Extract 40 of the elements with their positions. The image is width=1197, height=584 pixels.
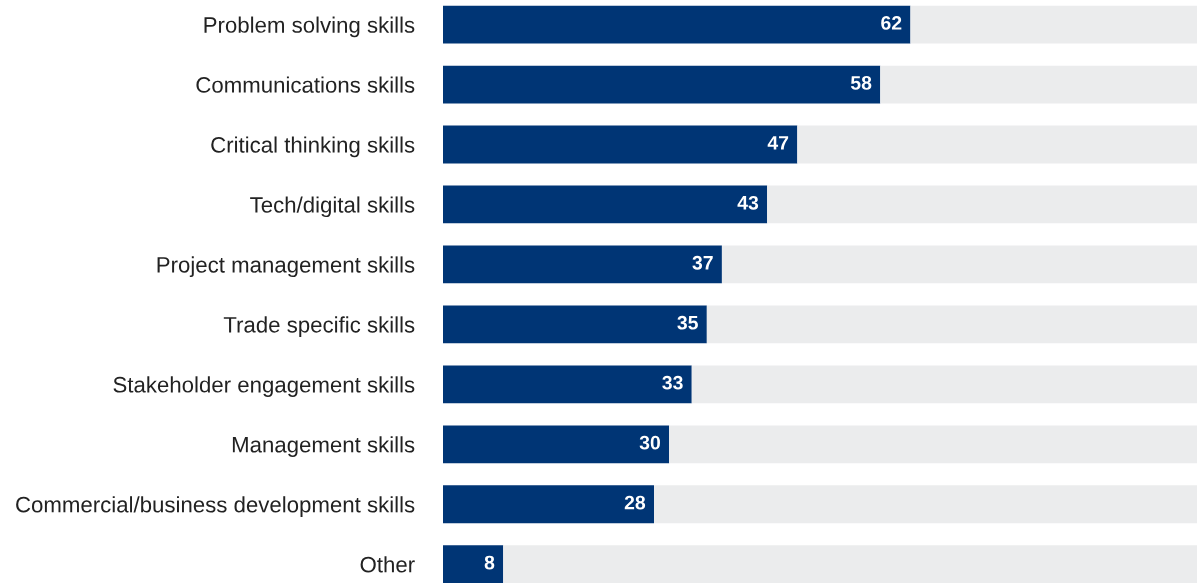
bar (797, 125, 1197, 164)
bar (442, 545, 504, 584)
bar (442, 425, 670, 464)
data-label: 33 (662, 375, 683, 390)
bar (880, 65, 1197, 104)
y-tick-label: Management skills (232, 436, 415, 457)
y-tick-label: Commercial/business development skills (16, 496, 415, 517)
bar (721, 245, 1197, 284)
bar (442, 305, 707, 344)
bar (442, 365, 692, 404)
data-label: 35 (677, 315, 698, 330)
y-tick-label: Tech/digital skills (250, 196, 415, 218)
bar (654, 485, 1197, 524)
data-label: 8 (484, 555, 495, 570)
bar (442, 65, 881, 104)
bar (767, 185, 1197, 224)
bar (442, 485, 655, 524)
data-label: 30 (639, 435, 660, 450)
bar (691, 365, 1197, 404)
data-label: 47 (767, 136, 789, 150)
data-label: 37 (692, 255, 713, 270)
bar (706, 305, 1197, 344)
bar (669, 425, 1197, 464)
y-tick-label: Other (360, 556, 415, 573)
data-label: 28 (624, 495, 646, 510)
bar (910, 5, 1197, 44)
data-label: 58 (850, 75, 872, 90)
bar (442, 5, 911, 44)
bar (503, 545, 1197, 584)
y-tick-label: Trade specific skills (223, 316, 415, 338)
data-label: 43 (737, 195, 759, 210)
bar (442, 185, 768, 224)
y-tick-label: Stakeholder engagement skills (113, 376, 415, 397)
data-label: 62 (881, 16, 902, 30)
y-tick-label: Communications skills (196, 76, 415, 93)
y-tick-label: Critical thinking skills (211, 136, 415, 158)
y-tick-label: Problem solving skills (204, 16, 415, 38)
bar (442, 245, 722, 284)
y-tick-label: Project management skills (157, 256, 415, 278)
bar (442, 125, 798, 164)
